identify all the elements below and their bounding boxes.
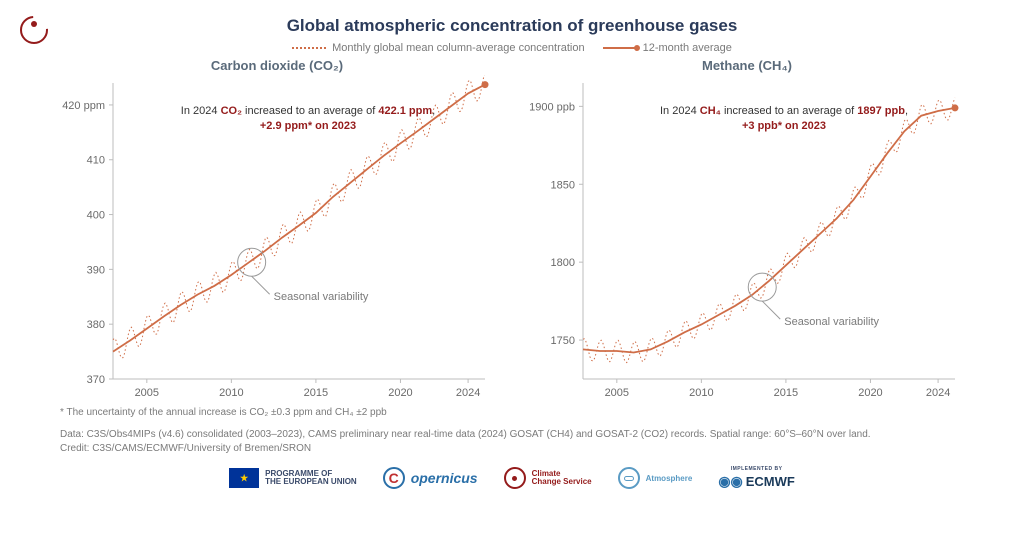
credit-line2: Credit: C3S/CAMS/ECMWF/University of Bre… [60,442,964,456]
logo-cams: Atmosphere [618,467,693,489]
annotation-ch4-mid: increased to an average of [721,105,857,117]
annotation-ch4-gas: CH₄ [700,105,721,117]
eu-flag-icon: ★ [229,468,259,488]
svg-text:400: 400 [87,210,105,222]
annotation-ch4: In 2024 CH₄ increased to an average of 1… [624,104,944,134]
chart-title-ch4: Methane (CH₄) [524,58,970,73]
chart-title-co2: Carbon dioxide (CO₂) [54,58,500,73]
svg-text:380: 380 [87,319,105,331]
logo-c3s: Climate Change Service [504,467,592,489]
c3s-line2: Change Service [532,478,592,486]
copernicus-label: opernicus [411,470,478,486]
ecmwf-icon: ◉◉ [718,473,742,490]
annotation-ch4-value: 1897 ppb [857,105,905,117]
svg-text:Seasonal variability: Seasonal variability [274,291,369,303]
svg-text:2015: 2015 [774,387,798,399]
legend-swatch-dotted [292,47,326,49]
annotation-co2-value: 422.1 ppm [378,105,432,117]
annotation-co2: In 2024 CO₂ increased to an average of 4… [148,104,468,134]
annotation-ch4-delta: +3 ppb* on 2023 [742,120,826,132]
annotation-co2-prefix: In 2024 [181,105,221,117]
eu-line2: THE EUROPEAN UNION [265,478,357,486]
svg-text:2005: 2005 [605,387,629,399]
svg-text:390: 390 [87,264,105,276]
svg-text:2010: 2010 [219,387,243,399]
c3s-icon [504,467,526,489]
cams-icon [618,467,640,489]
svg-text:410: 410 [87,155,105,167]
svg-text:2010: 2010 [689,387,713,399]
logo-ecmwf: IMPLEMENTED BY ◉◉ ECMWF [718,466,795,490]
logo-row: ★ PROGRAMME OF THE EUROPEAN UNION C oper… [0,456,1024,490]
credit-block: Data: C3S/Obs4MIPs (v4.6) consolidated (… [0,418,1024,456]
annotation-ch4-prefix: In 2024 [660,105,700,117]
copernicus-icon: C [383,467,405,489]
svg-text:2024: 2024 [926,387,950,399]
svg-text:370: 370 [87,374,105,386]
svg-text:420 ppm: 420 ppm [62,100,105,112]
svg-text:2020: 2020 [388,387,412,399]
legend-monthly-label: Monthly global mean column-average conce… [332,42,585,54]
svg-text:1800: 1800 [551,257,575,269]
annotation-co2-delta: +2.9 ppm* on 2023 [260,120,356,132]
footnote: * The uncertainty of the annual increase… [0,405,1024,418]
legend-swatch-line [603,47,637,49]
svg-text:1900 ppb: 1900 ppb [529,101,575,113]
legend-avg: 12-month average [603,42,732,54]
ecmwf-pre: IMPLEMENTED BY [731,466,783,472]
svg-text:2005: 2005 [135,387,159,399]
c3s-corner-logo [18,14,50,46]
ecmwf-label: ECMWF [746,474,795,489]
page-title: Global atmospheric concentration of gree… [0,0,1024,36]
svg-text:1850: 1850 [551,179,575,191]
legend-avg-label: 12-month average [643,42,732,54]
cams-label: Atmosphere [646,474,693,483]
annotation-co2-mid: increased to an average of [242,105,378,117]
legend-monthly: Monthly global mean column-average conce… [292,42,585,54]
svg-text:2024: 2024 [456,387,480,399]
annotation-co2-gas: CO₂ [221,105,242,117]
legend: Monthly global mean column-average conce… [0,42,1024,54]
credit-line1: Data: C3S/Obs4MIPs (v4.6) consolidated (… [60,428,964,442]
svg-text:2020: 2020 [858,387,882,399]
svg-text:2015: 2015 [304,387,328,399]
logo-copernicus: C opernicus [383,467,478,489]
svg-text:1750: 1750 [551,335,575,347]
logo-eu: ★ PROGRAMME OF THE EUROPEAN UNION [229,468,357,488]
svg-text:Seasonal variability: Seasonal variability [784,316,879,328]
